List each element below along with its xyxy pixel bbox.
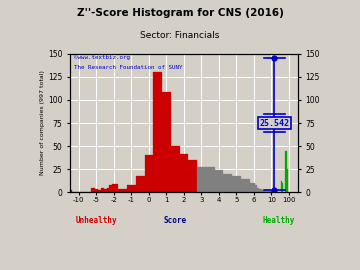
Bar (98, 190, 101, 193)
Bar (109, 185, 112, 193)
Bar (285, 151, 287, 193)
Bar (281, 181, 282, 193)
Bar (171, 146, 180, 193)
Text: Score: Score (163, 215, 187, 225)
Bar (268, 190, 270, 193)
Text: ©www.textbiz.org: ©www.textbiz.org (73, 55, 130, 60)
Bar (162, 93, 171, 193)
Bar (223, 174, 232, 193)
Bar (118, 189, 127, 193)
Text: Unhealthy: Unhealthy (76, 215, 117, 225)
Text: The Research Foundation of SUNY: The Research Foundation of SUNY (73, 65, 182, 70)
Bar (95, 189, 98, 193)
Bar (65, 190, 72, 193)
Bar (91, 188, 94, 193)
Bar (127, 185, 136, 193)
Bar (89, 191, 91, 193)
Bar (241, 178, 249, 193)
Bar (215, 170, 223, 193)
Bar (266, 190, 268, 193)
Y-axis label: Number of companies (997 total): Number of companies (997 total) (40, 70, 45, 176)
Bar (270, 191, 271, 193)
Bar (81, 191, 82, 193)
Bar (232, 176, 241, 193)
Bar (107, 188, 109, 193)
Bar (94, 188, 95, 193)
Bar (136, 176, 144, 193)
Bar (259, 189, 262, 193)
Bar (153, 72, 162, 193)
Bar (104, 189, 107, 193)
Bar (197, 167, 206, 193)
Bar (77, 191, 81, 193)
Text: 25.542: 25.542 (260, 119, 289, 127)
Bar (180, 154, 188, 193)
Text: Sector: Financials: Sector: Financials (140, 31, 220, 40)
Bar (144, 156, 153, 193)
Bar (262, 190, 264, 193)
Bar (272, 191, 273, 193)
Bar (188, 160, 197, 193)
Bar (282, 183, 283, 193)
Bar (206, 167, 215, 193)
Bar (87, 191, 89, 193)
Bar (264, 190, 266, 193)
Bar (257, 188, 259, 193)
Bar (249, 183, 255, 193)
Bar (72, 191, 77, 193)
Bar (101, 188, 104, 193)
Bar (273, 191, 274, 193)
Bar (112, 184, 118, 193)
Bar (287, 169, 288, 193)
Bar (82, 191, 87, 193)
Bar (255, 185, 257, 193)
Text: Z''-Score Histogram for CNS (2016): Z''-Score Histogram for CNS (2016) (77, 8, 283, 18)
Text: Healthy: Healthy (263, 215, 295, 225)
